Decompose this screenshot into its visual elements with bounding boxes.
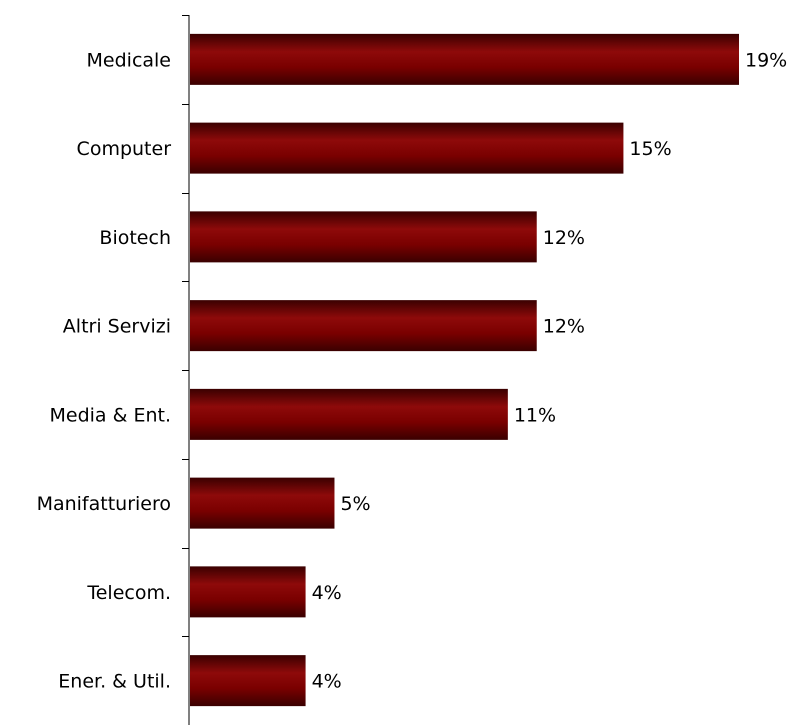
category-label: Manifatturiero (37, 493, 171, 515)
value-label: 12% (543, 227, 585, 249)
value-label: 15% (629, 138, 671, 160)
value-label: 4% (312, 671, 342, 693)
bar-biotech (190, 211, 537, 263)
bar-altri-servizi (190, 300, 537, 352)
bar-computer (190, 122, 624, 174)
value-label: 19% (745, 49, 787, 71)
value-label: 5% (340, 493, 370, 515)
bar-media-ent (190, 388, 508, 440)
category-label: Biotech (99, 227, 171, 249)
category-label: Telecom. (86, 582, 171, 604)
category-label: Media & Ent. (50, 404, 172, 426)
category-label: Medicale (87, 49, 171, 71)
bar-ener-util (190, 655, 306, 707)
bar-medicale (190, 33, 739, 85)
value-label: 11% (514, 404, 556, 426)
category-label: Ener. & Util. (58, 671, 171, 693)
category-label: Computer (77, 138, 172, 160)
bar-telecom (190, 566, 306, 618)
category-label: Altri Servizi (63, 316, 171, 338)
value-label: 12% (543, 316, 585, 338)
bar-manifatturiero (190, 477, 335, 529)
value-label: 4% (312, 582, 342, 604)
